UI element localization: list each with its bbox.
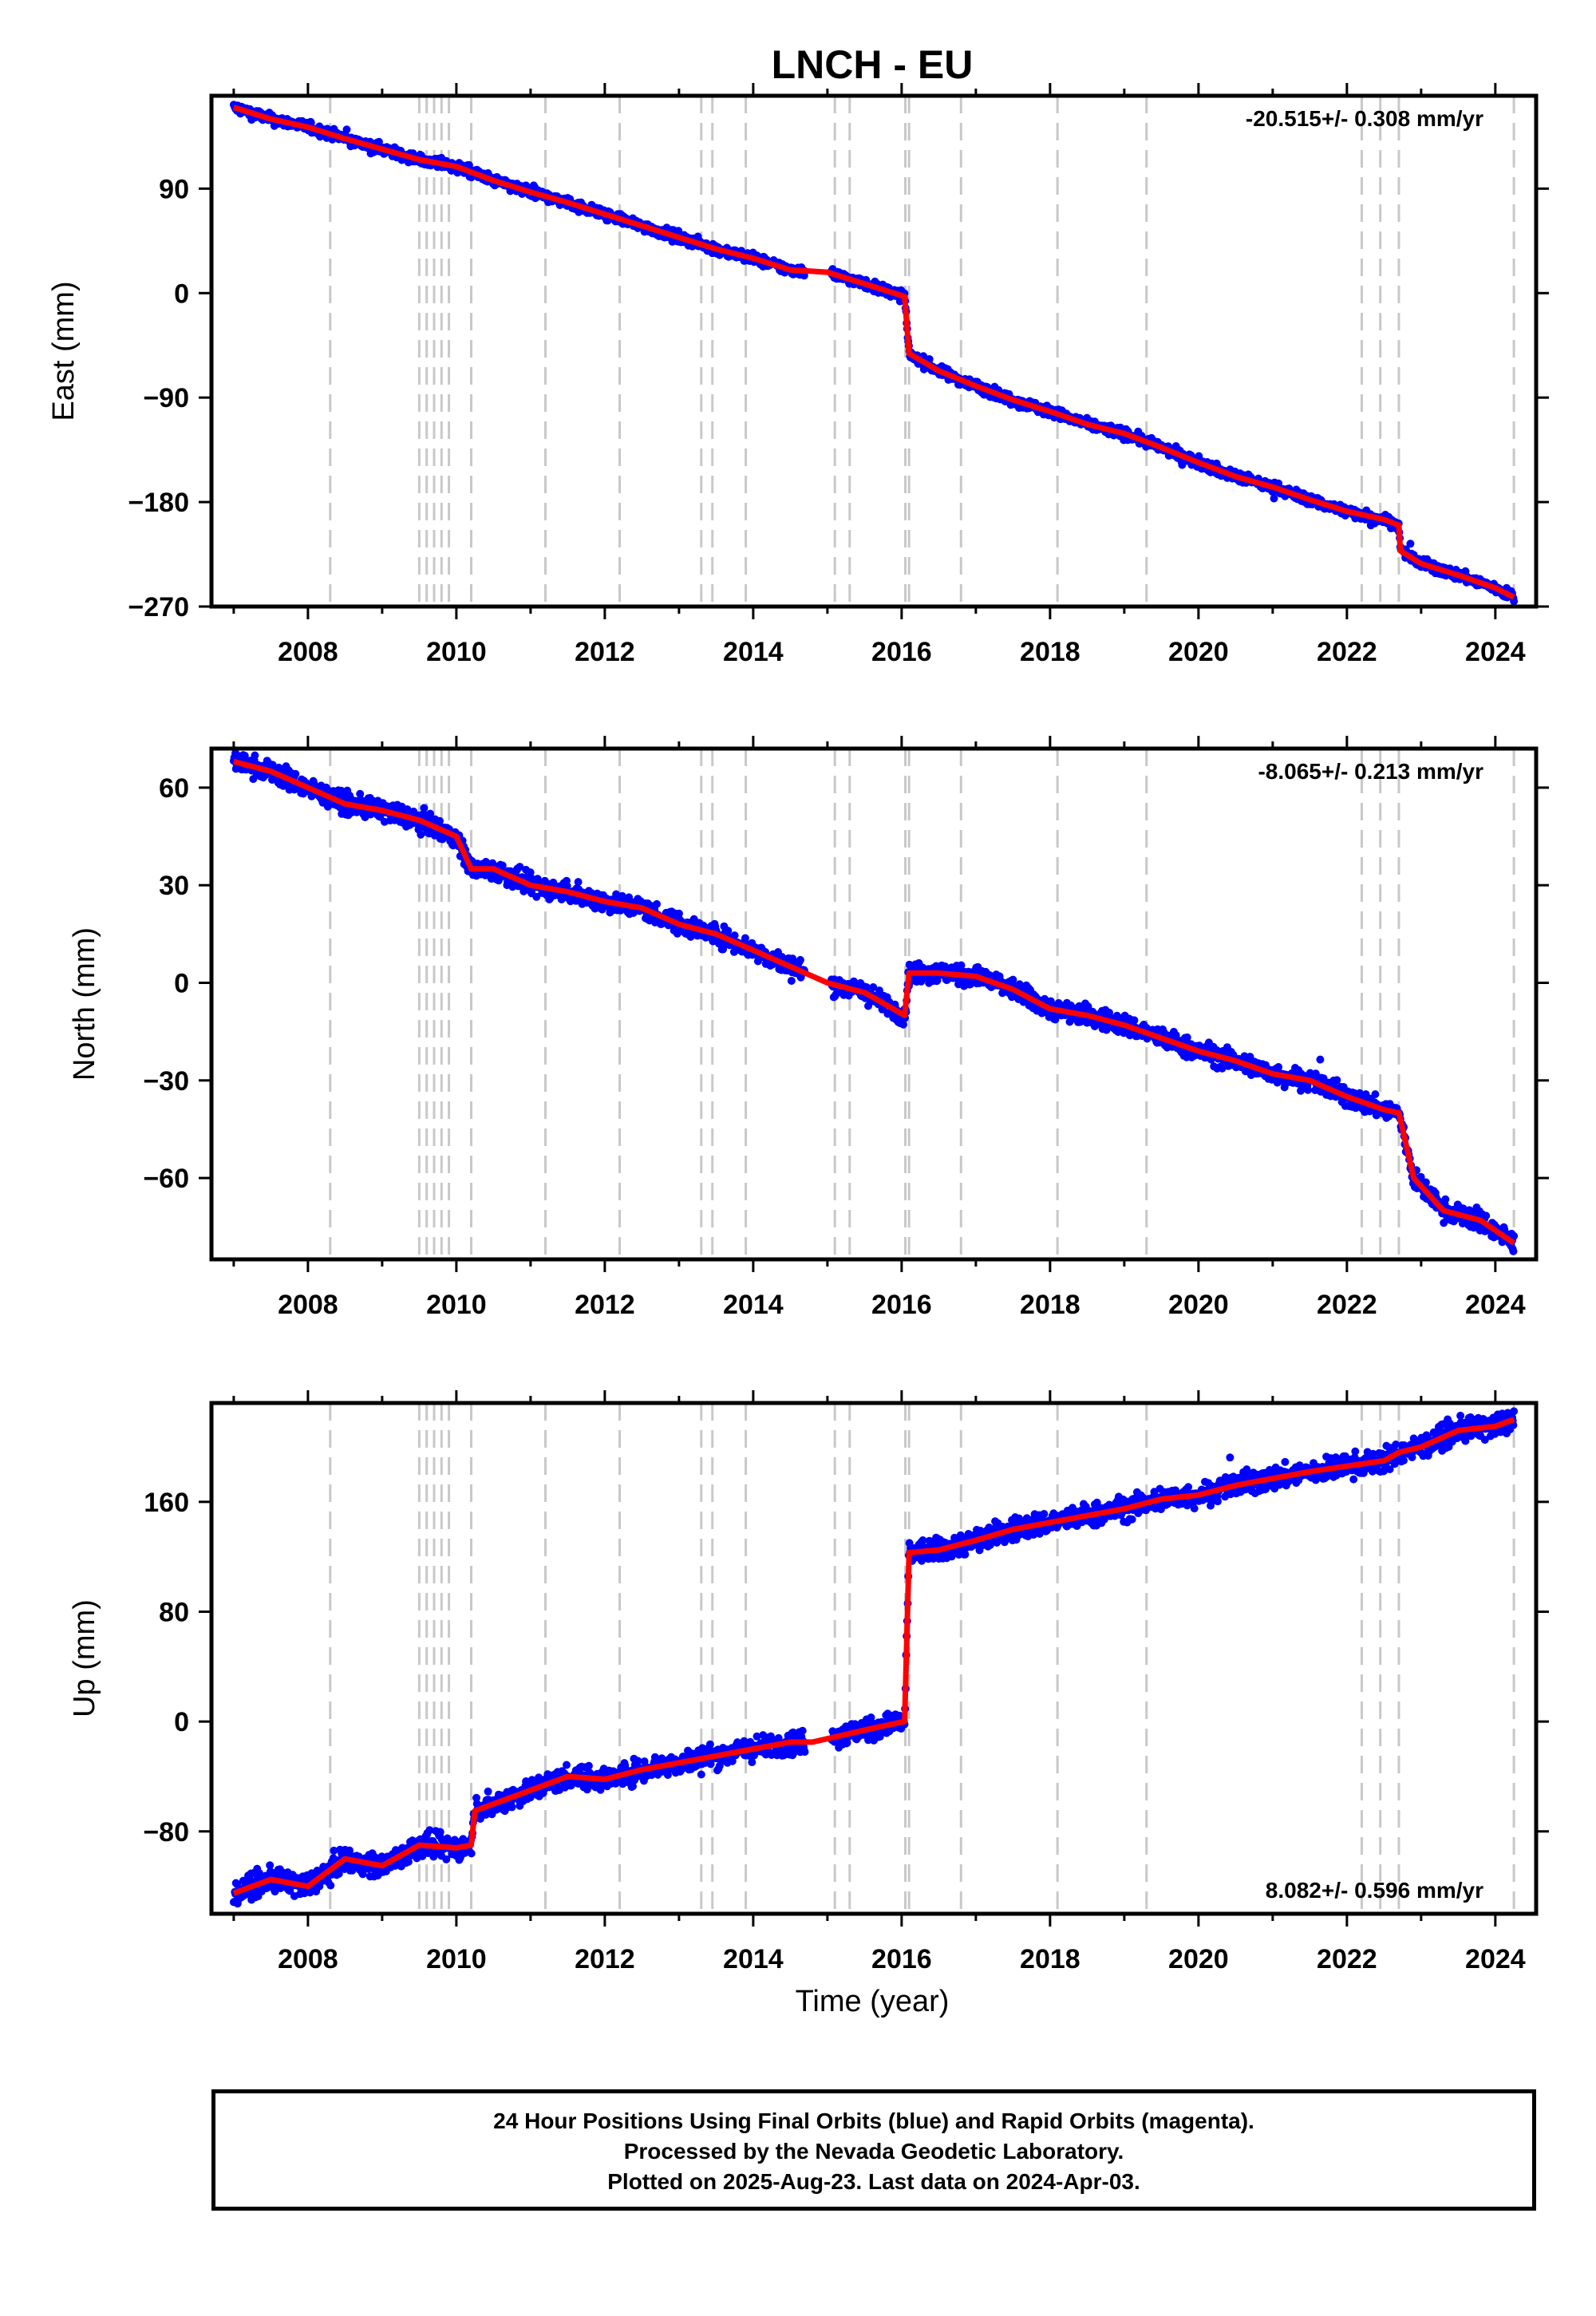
y-tick-label: −270 bbox=[128, 592, 189, 622]
x-axis-label: Time (year) bbox=[796, 1985, 950, 2018]
x-tick-label: 2014 bbox=[723, 637, 784, 667]
x-tick-label: 2020 bbox=[1168, 1290, 1229, 1320]
y-tick-label: 60 bbox=[159, 773, 189, 804]
footer-line-2: Processed by the Nevada Geodetic Laborat… bbox=[623, 2139, 1124, 2164]
x-tick-label: 2018 bbox=[1020, 1944, 1080, 1974]
data-points bbox=[229, 101, 1519, 606]
final-orbit-points bbox=[229, 749, 1519, 1255]
x-tick-label: 2016 bbox=[871, 637, 932, 667]
x-tick-label: 2012 bbox=[575, 637, 635, 667]
footer-line-1: 24 Hour Positions Using Final Orbits (bl… bbox=[493, 2109, 1254, 2133]
panel-frame bbox=[209, 746, 1539, 1262]
x-tick-label: 2008 bbox=[278, 1290, 338, 1320]
y-tick-label: 30 bbox=[159, 871, 189, 901]
footer-line-3: Plotted on 2025-Aug-23. Last data on 202… bbox=[607, 2169, 1140, 2194]
model-line bbox=[233, 758, 1516, 1246]
x-tick-label: 2024 bbox=[1465, 1290, 1526, 1320]
plot-area bbox=[229, 96, 1519, 607]
plot-area bbox=[229, 1403, 1519, 1914]
plot-area bbox=[229, 749, 1519, 1259]
y-tick-label: −60 bbox=[143, 1164, 189, 1194]
x-tick-label: 2010 bbox=[426, 1944, 487, 1974]
y-axis-label: East (mm) bbox=[47, 281, 81, 421]
y-tick-label: 0 bbox=[174, 279, 189, 309]
data-points bbox=[229, 1407, 1519, 1908]
x-tick-label: 2016 bbox=[871, 1290, 932, 1320]
x-tick-label: 2018 bbox=[1020, 1290, 1080, 1320]
model-line bbox=[232, 1417, 1515, 1896]
x-tick-label: 2022 bbox=[1317, 637, 1377, 667]
x-tick-label: 2020 bbox=[1168, 1944, 1229, 1974]
x-tick-label: 2008 bbox=[278, 637, 338, 667]
final-orbit-points bbox=[229, 1407, 1519, 1908]
x-tick-label: 2010 bbox=[426, 1290, 487, 1320]
panel-frame bbox=[209, 1401, 1539, 1916]
y-tick-label: 0 bbox=[174, 1707, 189, 1737]
y-tick-label: 90 bbox=[159, 174, 189, 204]
footer-note: 24 Hour Positions Using Final Orbits (bl… bbox=[211, 2089, 1536, 2211]
x-tick-label: 2008 bbox=[278, 1944, 338, 1974]
x-tick-label: 2012 bbox=[575, 1944, 635, 1974]
velocity-rate-label: 8.082+/- 0.596 mm/yr bbox=[1266, 1878, 1483, 1903]
y-tick-label: 0 bbox=[174, 969, 189, 999]
figure-title: LNCH - EU bbox=[772, 42, 974, 87]
y-axis-label: Up (mm) bbox=[68, 1599, 101, 1717]
x-tick-label: 2022 bbox=[1317, 1944, 1377, 1974]
data-points bbox=[229, 749, 1519, 1255]
velocity-rate-label: -8.065+/- 0.213 mm/yr bbox=[1258, 759, 1483, 784]
x-tick-label: 2024 bbox=[1465, 1944, 1526, 1974]
x-tick-label: 2014 bbox=[723, 1290, 784, 1320]
x-tick-label: 2010 bbox=[426, 637, 487, 667]
x-tick-label: 2018 bbox=[1020, 637, 1080, 667]
panel-north: 2008 2010 2012 2014 2016 2018 2020 2022 2024 60 30… bbox=[68, 736, 1549, 1320]
y-tick-label: −90 bbox=[143, 383, 189, 413]
panel-frame bbox=[209, 93, 1539, 609]
x-tick-label: 2016 bbox=[871, 1944, 932, 1974]
x-tick-label: 2024 bbox=[1465, 637, 1526, 667]
final-orbit-points bbox=[229, 101, 1519, 606]
x-tick-label: 2014 bbox=[723, 1944, 784, 1974]
velocity-rate-label: -20.515+/- 0.308 mm/yr bbox=[1246, 106, 1483, 131]
x-tick-label: 2022 bbox=[1317, 1290, 1377, 1320]
y-tick-label: 160 bbox=[144, 1488, 189, 1518]
x-tick-label: 2020 bbox=[1168, 637, 1229, 667]
y-tick-label: −30 bbox=[143, 1066, 189, 1097]
model-line bbox=[232, 105, 1515, 600]
panel-up: 2008 2010 2012 2014 2016 2018 2020 2022 2024 160 8… bbox=[68, 1390, 1549, 1974]
y-tick-label: 80 bbox=[159, 1598, 189, 1628]
y-tick-label: −180 bbox=[128, 488, 189, 518]
y-tick-label: −80 bbox=[143, 1817, 189, 1848]
panel-east: 2008 2010 2012 2014 2016 2018 2020 2022 2024 90 0 −… bbox=[47, 83, 1549, 667]
y-axis-label: North (mm) bbox=[68, 927, 101, 1081]
x-tick-label: 2012 bbox=[575, 1290, 635, 1320]
